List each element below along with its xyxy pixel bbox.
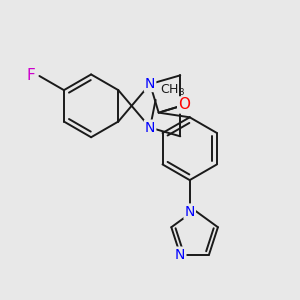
Text: O: O: [178, 98, 190, 112]
Text: N: N: [145, 121, 155, 135]
Text: N: N: [184, 205, 195, 218]
Text: N: N: [145, 77, 155, 91]
Text: F: F: [27, 68, 35, 83]
Text: CH$_3$: CH$_3$: [160, 83, 185, 98]
Text: N: N: [175, 248, 185, 262]
